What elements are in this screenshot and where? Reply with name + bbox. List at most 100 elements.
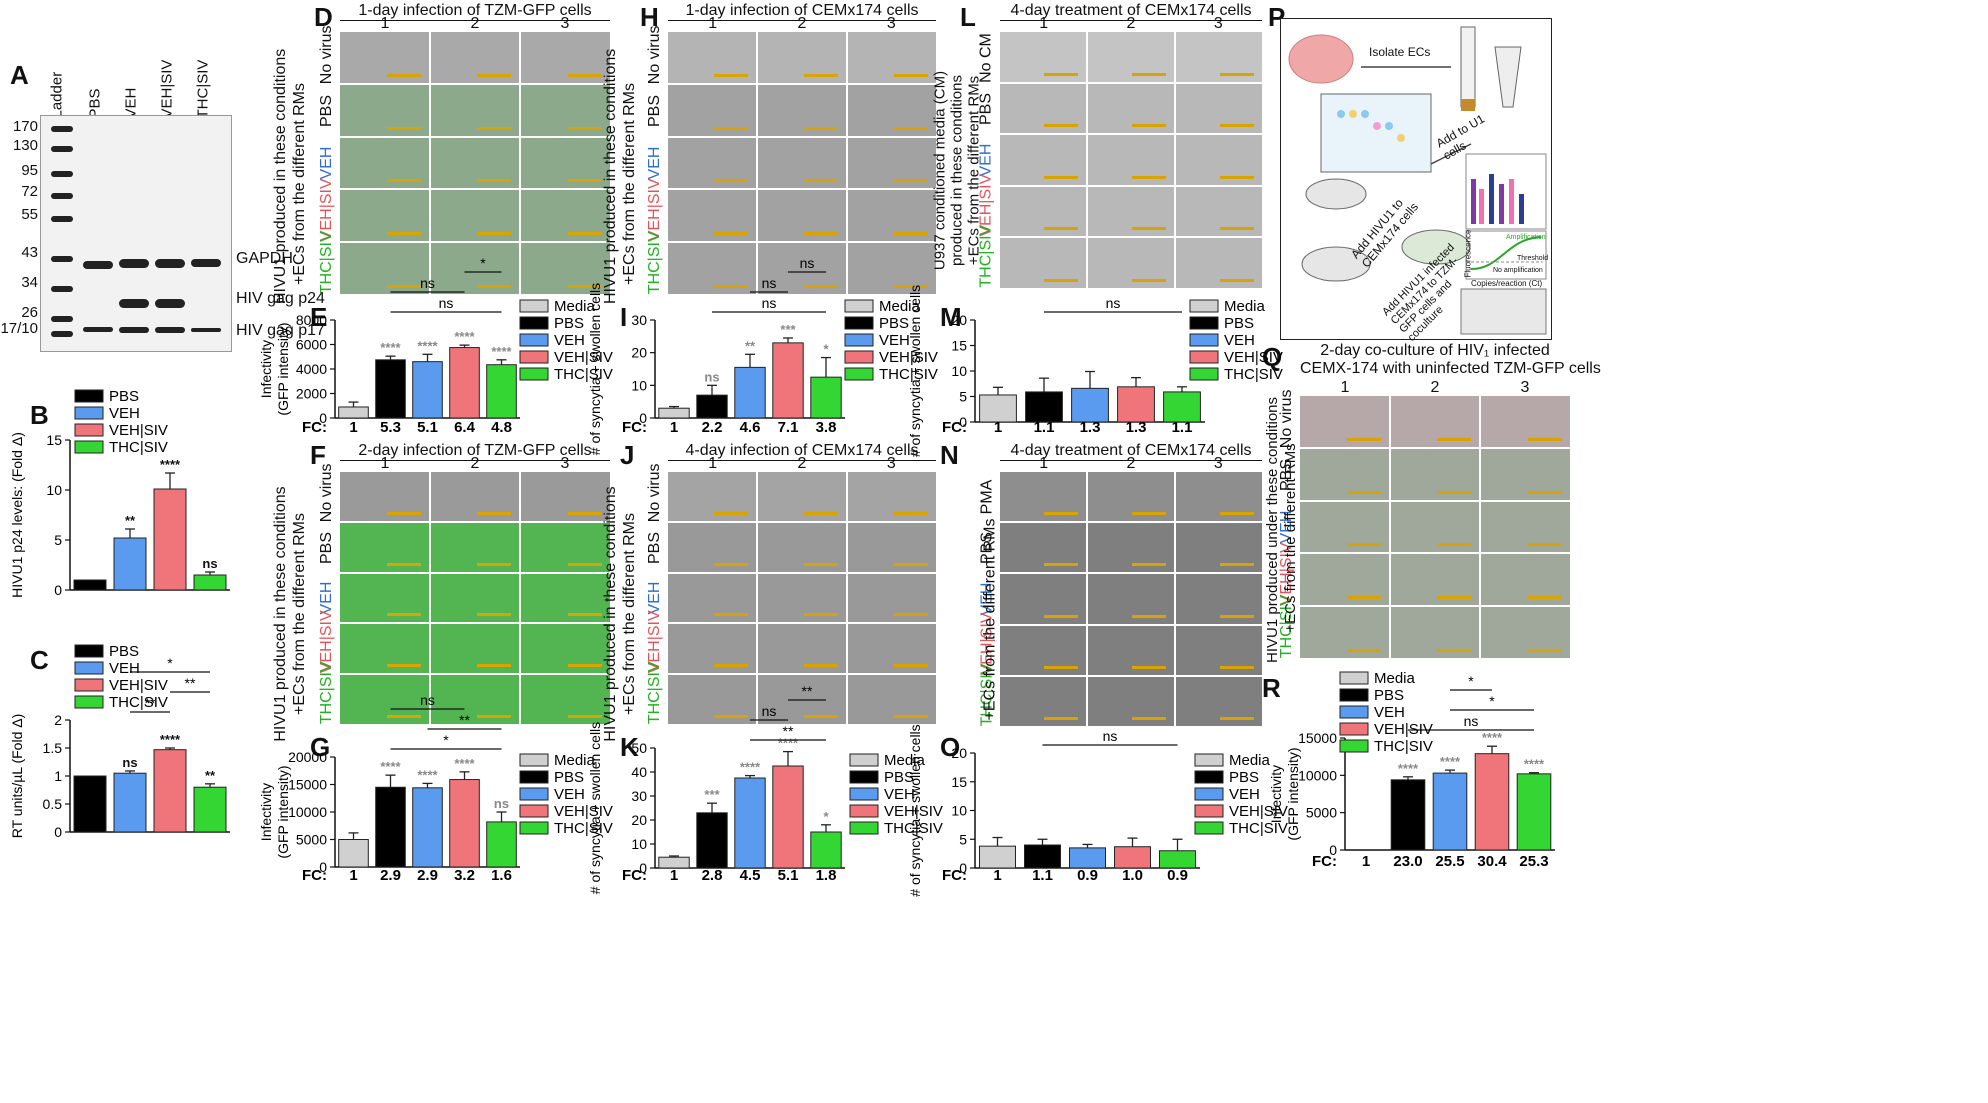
y-label-o: # of syncytia + swollen cells xyxy=(907,724,923,896)
schematic-isolate-label: Isolate ECs xyxy=(1369,45,1431,59)
legend-label-m-0: Media xyxy=(1224,298,1266,315)
scale-bar xyxy=(567,284,602,288)
panel-label-f: F xyxy=(310,440,326,470)
col-number-n-3: 3 xyxy=(1213,455,1223,472)
fc-value-o-4: 0.9 xyxy=(1167,867,1188,884)
micrograph-tile xyxy=(1390,501,1480,553)
micrograph-tile xyxy=(521,32,610,83)
scale-bar xyxy=(567,714,602,718)
micrograph-tile xyxy=(1088,186,1174,237)
tube-icon xyxy=(1460,26,1476,108)
scale-bar xyxy=(477,714,512,718)
sig-i-3: *** xyxy=(780,322,796,337)
scale-bar xyxy=(386,232,421,236)
instrument-icon xyxy=(1460,288,1547,335)
fc-value-i-0: 1 xyxy=(670,419,678,436)
sig-e-3: **** xyxy=(454,329,475,344)
legend-label-i-3: VEH|SIV xyxy=(879,349,938,366)
sig-r-1: **** xyxy=(1398,761,1419,776)
legend-label-k-2: VEH xyxy=(884,786,915,803)
micrograph-tile xyxy=(340,84,429,136)
fc-value-e-0: 1 xyxy=(349,419,357,436)
legend-label-o-3: VEH|SIV xyxy=(1229,803,1288,820)
scale-bar xyxy=(1044,72,1078,76)
scale-bar xyxy=(714,562,748,566)
y-tick-label-g-2: 10000 xyxy=(288,804,327,820)
micrograph-tile xyxy=(1088,523,1174,573)
micrograph-tile xyxy=(430,32,520,83)
sig-b-2: **** xyxy=(160,457,181,472)
legend-label-i-1: PBS xyxy=(879,315,909,332)
bar-b-2 xyxy=(153,488,187,591)
y-tick-label-r-3: 15000 xyxy=(1298,730,1337,746)
legend-swatch-c-0 xyxy=(74,644,104,658)
bar-e-3 xyxy=(449,347,480,419)
fc-label-i: FC: xyxy=(622,419,647,436)
scale-bar xyxy=(477,664,512,668)
legend-swatch-r-2 xyxy=(1339,705,1369,719)
micrograph-tile xyxy=(758,624,846,674)
micrograph-tile xyxy=(668,32,756,83)
legend-label-g-1: PBS xyxy=(554,769,584,786)
micrograph-tile xyxy=(1481,501,1570,553)
bar-b-1 xyxy=(113,537,147,591)
row-label-d-4: THC|SIV xyxy=(317,231,335,294)
bar-r-2 xyxy=(1432,772,1468,851)
western-blot xyxy=(40,115,232,352)
micrograph-tile xyxy=(758,522,846,572)
sig-b-3: ns xyxy=(202,556,217,571)
fc-value-m-4: 1.1 xyxy=(1172,419,1193,436)
scale-bar xyxy=(386,126,421,130)
scale-bar xyxy=(1346,648,1381,652)
scale-bar xyxy=(1044,665,1078,669)
legend-label-i-0: Media xyxy=(879,298,921,315)
fc-value-k-0: 1 xyxy=(670,867,678,884)
legend-swatch-r-3 xyxy=(1339,722,1369,736)
col-number-d-3: 3 xyxy=(560,15,570,32)
y-label-c: RT units/µL (Fold Δ) xyxy=(9,714,25,839)
legend-swatch-r-1 xyxy=(1339,688,1369,702)
scale-bar xyxy=(1220,563,1254,567)
y-tick-label-o-1: 5 xyxy=(959,831,967,847)
comparison-label-r-0: ns xyxy=(1464,713,1479,729)
scale-bar xyxy=(1220,512,1254,516)
bar-g-1 xyxy=(375,786,406,868)
legend-swatch-i-3 xyxy=(844,350,874,364)
micrograph-tile xyxy=(668,573,756,623)
fc-label-e: FC: xyxy=(302,419,327,436)
bar-k-4 xyxy=(810,831,842,869)
legend-swatch-b-1 xyxy=(74,406,104,420)
sig-g-1: **** xyxy=(380,759,401,774)
legend-swatch-m-4 xyxy=(1189,367,1219,381)
micrograph-tile xyxy=(848,472,936,521)
micrograph-tile xyxy=(521,624,610,674)
blot-marker-7: 26 xyxy=(21,304,38,321)
micrograph-tile xyxy=(758,472,846,521)
micrograph-tile xyxy=(430,243,520,294)
panel-label-c: C xyxy=(30,645,49,675)
col-number-j-1: 1 xyxy=(708,455,718,472)
scale-bar xyxy=(804,613,838,617)
caption-j: HIVU1 produced in these conditions +ECs f… xyxy=(602,486,638,742)
legend-label-k-3: VEH|SIV xyxy=(884,803,943,820)
schematic-fluor-label: Fluorescence xyxy=(1463,229,1473,278)
bar-b-0 xyxy=(73,579,107,591)
micro-grid-f xyxy=(340,472,610,724)
scale-bar xyxy=(386,511,421,515)
legend-swatch-k-3 xyxy=(849,804,879,818)
legend-swatch-r-0 xyxy=(1339,671,1369,685)
sig-c-3: ** xyxy=(205,768,216,783)
micrograph-tile xyxy=(340,32,429,83)
y-tick-label-c-0: 0 xyxy=(54,824,62,840)
fc-value-o-1: 1.1 xyxy=(1032,867,1053,884)
micrograph-tile xyxy=(1088,676,1174,726)
micrograph-tile xyxy=(521,190,610,242)
micrograph-tile xyxy=(340,624,429,674)
workflow-schematic: Isolate ECs Add to U1 cells Add HIVU1 to… xyxy=(1280,18,1552,344)
scale-bar xyxy=(1132,124,1166,128)
legend-swatch-b-3 xyxy=(74,440,104,454)
caption-l: U937 conditioned media (CM) produced in t… xyxy=(931,70,983,271)
scale-bar xyxy=(1437,490,1472,494)
scale-bar xyxy=(1044,717,1078,720)
micrograph-tile xyxy=(1000,186,1086,237)
